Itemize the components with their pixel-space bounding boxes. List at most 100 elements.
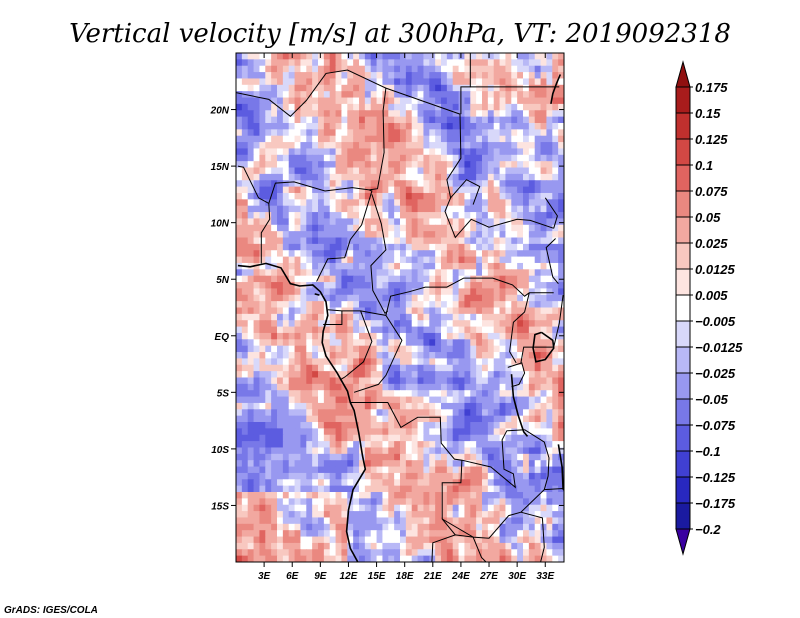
heatmap-cell — [523, 186, 530, 194]
heatmap-cell — [405, 212, 413, 220]
heatmap-cell — [452, 65, 460, 73]
heatmap-cell — [546, 78, 553, 86]
heatmap-cell — [306, 294, 313, 302]
heatmap-cell — [458, 472, 466, 480]
heatmap-cell — [446, 434, 454, 442]
heatmap-cell — [511, 78, 518, 86]
heatmap-cell — [552, 78, 559, 86]
heatmap-cell — [364, 332, 372, 340]
heatmap-cell — [429, 504, 436, 512]
heatmap-cell — [241, 523, 249, 531]
heatmap-cell — [417, 479, 425, 487]
heatmap-cell — [259, 154, 266, 162]
heatmap-cell — [405, 186, 413, 194]
heatmap-cell — [306, 358, 313, 366]
heatmap-cell — [347, 383, 354, 391]
heatmap-cell — [341, 352, 348, 359]
heatmap-cell — [294, 122, 302, 130]
heatmap-cell — [528, 192, 536, 200]
heatmap-cell — [388, 530, 395, 538]
heatmap-cell — [534, 262, 542, 270]
heatmap-cell — [394, 97, 401, 105]
heatmap-cell — [528, 549, 536, 557]
heatmap-cell — [341, 530, 348, 538]
heatmap-cell — [458, 84, 466, 92]
heatmap-cell — [282, 243, 290, 251]
heatmap-cell — [523, 390, 530, 398]
heatmap-cell — [241, 364, 249, 372]
heatmap-cell — [493, 65, 501, 73]
heatmap-cell — [546, 72, 553, 80]
heatmap-cell — [446, 199, 454, 207]
heatmap-field — [236, 53, 564, 562]
heatmap-cell — [282, 402, 290, 410]
heatmap-cell — [499, 460, 507, 468]
heatmap-cell — [265, 167, 272, 175]
heatmap-cell — [534, 422, 542, 429]
heatmap-cell — [476, 332, 483, 340]
heatmap-cell — [458, 422, 466, 429]
heatmap-cell — [382, 415, 389, 423]
heatmap-cell — [552, 377, 559, 385]
heatmap-cell — [523, 72, 530, 80]
heatmap-cell — [394, 313, 401, 321]
heatmap-cell — [505, 167, 512, 175]
heatmap-cell — [441, 307, 448, 315]
heatmap-cell — [429, 326, 436, 334]
heatmap-cell — [482, 218, 489, 226]
heatmap-cell — [417, 549, 425, 557]
heatmap-cell — [370, 536, 378, 544]
heatmap-cell — [493, 180, 501, 188]
heatmap-cell — [341, 78, 348, 86]
heatmap-cell — [247, 415, 255, 423]
heatmap-cell — [517, 517, 524, 525]
heatmap-cell — [282, 301, 290, 309]
heatmap-cell — [499, 313, 507, 321]
heatmap-cell — [347, 326, 354, 334]
heatmap-cell — [452, 269, 460, 277]
heatmap-cell — [540, 103, 548, 111]
heatmap-cell — [429, 339, 436, 347]
heatmap-cell — [423, 103, 430, 111]
heatmap-cell — [523, 161, 530, 169]
heatmap-cell — [458, 97, 466, 105]
heatmap-cell — [241, 390, 249, 398]
heatmap-cell — [353, 371, 360, 379]
heatmap-cell — [241, 116, 249, 124]
heatmap-cell — [359, 460, 366, 468]
heatmap-cell — [347, 409, 354, 417]
lake-victoria — [532, 331, 555, 363]
heatmap-cell — [271, 243, 278, 251]
heatmap-cell — [359, 199, 366, 207]
heatmap-cell — [376, 326, 384, 334]
heatmap-cell — [464, 492, 471, 499]
heatmap-cell — [470, 122, 477, 130]
heatmap-cell — [364, 492, 372, 499]
heatmap-cell — [236, 135, 243, 143]
heatmap-cell — [318, 212, 325, 220]
heatmap-cell — [400, 549, 407, 557]
colorbar-segment — [675, 320, 691, 348]
heatmap-cell — [552, 59, 559, 67]
heatmap-cell — [247, 447, 255, 455]
heatmap-cell — [411, 434, 419, 442]
heatmap-cell — [441, 250, 448, 258]
heatmap-cell — [288, 396, 296, 404]
heatmap-cell — [405, 218, 413, 226]
heatmap-cell — [312, 218, 319, 226]
heatmap-cell — [288, 243, 296, 251]
heatmap-cell — [323, 460, 331, 468]
heatmap-cell — [487, 434, 495, 442]
heatmap-cell — [476, 262, 483, 270]
colorbar-segment — [675, 450, 691, 478]
heatmap-cell — [482, 402, 489, 410]
heatmap-cell — [405, 549, 413, 557]
heatmap-cell — [370, 504, 378, 512]
heatmap-cell — [552, 320, 559, 328]
heatmap-cell — [511, 339, 518, 347]
heatmap-cell — [511, 460, 518, 468]
heatmap-cell — [247, 511, 255, 519]
heatmap-cell — [236, 549, 243, 557]
heatmap-cell — [394, 180, 401, 188]
x-tick-label: 18E — [396, 571, 414, 582]
